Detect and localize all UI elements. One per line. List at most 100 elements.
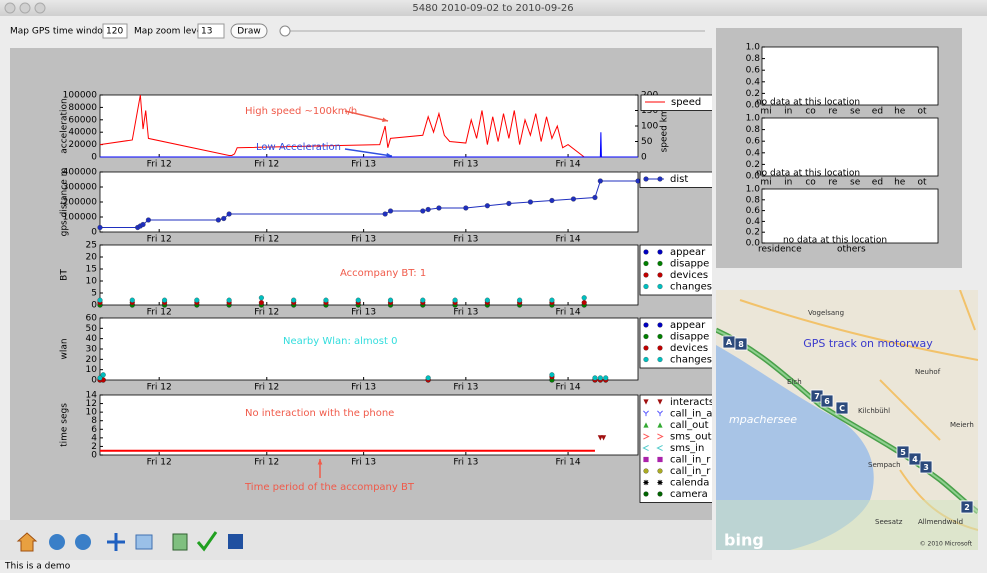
data-point [420,209,425,214]
screen: 5480 2010-09-02 to 2010-09-26 Map GPS ti… [0,0,987,573]
data-point [506,201,511,206]
y-tick-label: 1.0 [746,114,761,124]
zoom-button[interactable] [35,3,45,13]
y-tick-label: 0.6 [746,206,761,216]
data-point [550,298,555,303]
x-tick-label: mi [760,178,771,188]
close-button[interactable] [5,3,15,13]
no-data-message: no data at this location [756,98,860,108]
no-data-message: no data at this location [783,236,887,246]
data-point [141,222,146,227]
map-marker-label: 3 [923,463,929,472]
annotation: Low Acceleration [256,142,341,153]
x-tick-label: others [837,245,866,255]
minimize-button[interactable] [20,3,30,13]
y-tick-label: 4 [91,433,97,443]
map-label: Vogelsang [808,309,844,317]
legend-label: devices [670,270,708,281]
data-point [571,197,576,202]
y-tick-label: 60000 [68,115,97,125]
x-tick-label: mi [760,107,771,117]
legend-marker [644,357,649,362]
y-tick-label: 20 [86,355,98,365]
legend-marker [657,457,662,462]
x-tick-label: residence [758,245,802,255]
legend-label: changes [670,355,712,366]
map-label: Kilchbühl [858,407,890,415]
data-point [420,298,425,303]
map-marker-label: 5 [900,448,906,457]
data-point [426,376,431,381]
y-tick-label: 0.8 [746,195,761,205]
x-tick-label: Fri 13 [351,160,376,170]
x-tick-label: Fri 12 [147,383,172,393]
legend-marker [644,273,649,278]
map[interactable]: VogelsangEichKilchbühlmpacherseeSempachS… [716,290,978,550]
data-point [598,179,603,184]
figure-plots: 020000400006000080000100000050100150200F… [60,91,732,503]
subplots-icon[interactable] [173,534,187,550]
x-tick-label: Fri 12 [254,308,279,318]
zoom-label: Map zoom level [134,27,205,37]
y-tick-label: 10 [86,365,98,375]
x-tick-label: Fri 13 [453,458,478,468]
map-marker-label: C [839,404,845,413]
data-point [453,298,458,303]
data-point [485,298,490,303]
y-tick-label: 25 [86,241,97,251]
legend-label: call_out [670,420,709,431]
forward-icon[interactable] [75,534,91,550]
data-point [463,206,468,211]
map-label: Neuhof [915,368,941,376]
legend-marker [643,480,648,485]
legend-label: calenda [670,478,709,489]
map-label: Meierh [950,421,974,429]
y-tick-label: 20 [86,253,98,263]
data-point [259,300,264,305]
annotation: Accompany BT: 1 [340,268,426,279]
x-tick-label: Fri 12 [147,160,172,170]
y-tick-label: 0 [91,153,97,163]
gps-value: 120 [106,27,123,37]
x-tick-label: Fri 13 [351,458,376,468]
data-point [146,218,151,223]
plot-area [762,47,938,105]
window-title: 5480 2010-09-02 to 2010-09-26 [412,3,573,14]
map-label: Seesatz [875,518,903,526]
zoom-icon[interactable] [136,535,152,549]
data-point [227,298,232,303]
y-tick-label: 30 [86,345,98,355]
window: { "window": {"title": "5480 2010-09-02 t… [0,0,987,573]
y-axis-label: acceleration [60,98,70,153]
annotation: No interaction with the phone [245,408,394,419]
save-icon[interactable] [228,534,243,549]
data-point [130,298,135,303]
data-point [162,298,167,303]
y-tick-label: 0 [91,376,97,386]
y-tick-label: 12 [86,399,97,409]
x-tick-label: se [850,178,861,188]
legend-label: call_in_a [670,409,712,420]
y-tick-label: 10 [86,277,98,287]
legend-marker [644,177,649,182]
legend-marker [658,469,663,474]
x-tick-label: re [828,178,838,188]
y-tick-label: 0.6 [746,66,761,76]
annotation: Nearby Wlan: almost 0 [283,336,397,347]
y2-tick-label: 0 [641,153,647,163]
y-tick-label: 80000 [68,103,97,113]
legend-marker [658,357,663,362]
data-point [98,298,103,303]
legend-marker [658,261,663,266]
legend-label: call_in_r [670,466,711,477]
back-icon[interactable] [49,534,65,550]
legend-marker [658,323,663,328]
legend-marker [657,480,662,485]
y-axis-label: time segs [60,403,70,447]
legend-label: camera [670,489,708,500]
data-point [291,298,296,303]
plot-toolbar [0,520,712,560]
x-tick-label: ed [872,107,883,117]
slider-thumb[interactable] [280,26,290,36]
plot-area [762,118,938,176]
